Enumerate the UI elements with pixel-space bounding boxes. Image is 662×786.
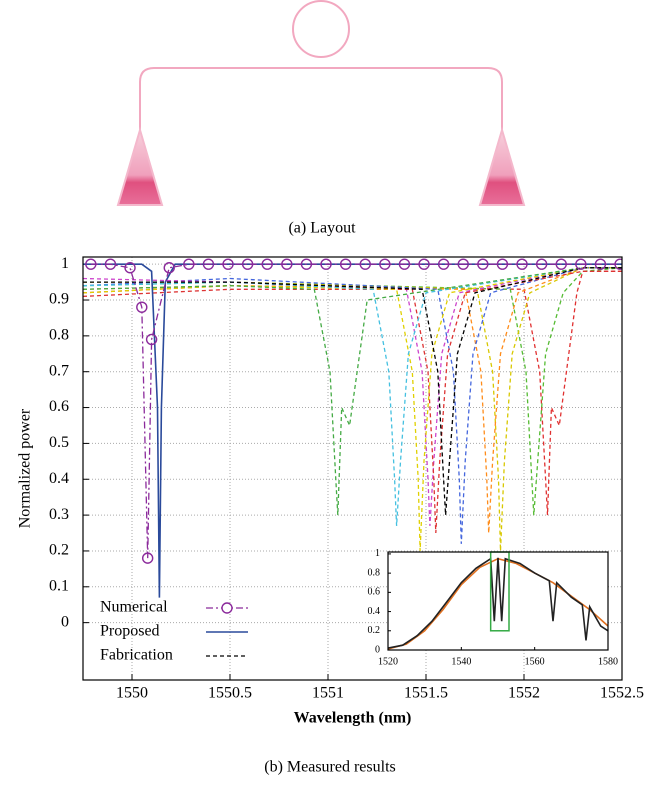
legend-label: Numerical (100, 599, 168, 616)
series-line (83, 267, 622, 516)
marker (202, 258, 215, 270)
series (85, 258, 622, 564)
legend-marker (221, 602, 233, 614)
x-tick-label: 1551 (312, 685, 344, 702)
legend: Numerical Proposed Fabrication (100, 599, 248, 664)
marker (339, 258, 352, 270)
marker (555, 258, 567, 270)
marker (145, 333, 158, 346)
marker (477, 258, 489, 270)
series (83, 267, 622, 544)
y-tick-label: 0.3 (49, 506, 69, 523)
plot-series (83, 258, 622, 598)
series (83, 263, 622, 598)
marker (183, 258, 195, 270)
marker (437, 258, 450, 270)
marker (124, 262, 136, 274)
legend-label: Proposed (100, 623, 160, 640)
series-line (83, 267, 622, 516)
x-tick-label: 1580 (598, 656, 618, 667)
marker (418, 258, 430, 270)
series (83, 267, 622, 516)
y-tick-label: 1 (375, 548, 380, 559)
y-tick-label: 0.8 (49, 327, 69, 344)
marker (300, 258, 313, 270)
y-tick-label: 0.8 (368, 567, 381, 578)
series-line (83, 267, 622, 526)
marker (457, 258, 469, 270)
series (83, 267, 622, 526)
y-tick-label: 0.4 (368, 606, 381, 617)
x-tick-label: 1560 (525, 656, 545, 667)
marker (261, 258, 273, 270)
series (83, 267, 622, 551)
y-tick-label: 0.6 (368, 587, 381, 598)
y-tick-label: 0 (375, 644, 380, 655)
marker (398, 258, 411, 270)
series (83, 267, 622, 516)
marker (85, 258, 97, 270)
marker (594, 258, 607, 270)
y-axis-label: Normalized power (17, 408, 34, 528)
series (83, 267, 622, 526)
marker (496, 258, 509, 270)
series (83, 267, 622, 551)
y-tick-label: 0.2 (49, 542, 69, 559)
series-line (90, 263, 620, 559)
series (388, 557, 608, 649)
layout-drawing (116, 0, 526, 206)
marker (241, 258, 254, 270)
series-line (83, 267, 622, 551)
marker (222, 258, 234, 270)
legend-label: Fabrication (100, 647, 173, 664)
y-tick-label: 1 (61, 255, 69, 272)
series (83, 267, 622, 516)
caption: (b) Measured results (264, 759, 396, 776)
marker (281, 258, 293, 270)
marker (575, 258, 587, 270)
series-line (83, 263, 622, 598)
marker (136, 301, 148, 313)
plot-frame (387, 551, 609, 651)
marker (320, 258, 332, 270)
marker (359, 258, 371, 270)
y-tick-label: 0.9 (49, 291, 69, 308)
y-tick-label: 0.2 (368, 625, 381, 636)
series-line (83, 267, 622, 526)
x-tick-label: 1550 (116, 685, 148, 702)
marker (163, 262, 175, 274)
y-tick-label: 0.1 (49, 577, 69, 594)
series-line (83, 267, 622, 544)
marker (141, 552, 154, 564)
x-axis-label: Wavelength (nm) (294, 710, 412, 727)
plot-series (388, 557, 608, 650)
x-tick-label: 1552.5 (600, 685, 644, 702)
caption: (a) Layout (288, 220, 356, 237)
marker (614, 258, 622, 270)
marker (535, 258, 548, 270)
series-line (83, 267, 622, 516)
plot-frame (82, 256, 623, 681)
x-tick-label: 1552 (508, 685, 540, 702)
y-tick-label: 0.4 (49, 470, 69, 487)
y-tick-label: 0.7 (49, 362, 69, 379)
x-tick-label: 1520 (378, 656, 398, 667)
marker (104, 258, 117, 270)
y-tick-label: 0.6 (49, 398, 69, 415)
marker (516, 258, 528, 270)
y-tick-label: 0 (61, 613, 69, 630)
marker (379, 258, 391, 270)
y-tick-label: 0.5 (49, 434, 69, 451)
x-tick-label: 1540 (451, 656, 471, 667)
series-line (83, 267, 622, 551)
x-tick-label: 1551.5 (404, 685, 448, 702)
series-line (388, 557, 608, 649)
x-tick-label: 1550.5 (208, 685, 252, 702)
